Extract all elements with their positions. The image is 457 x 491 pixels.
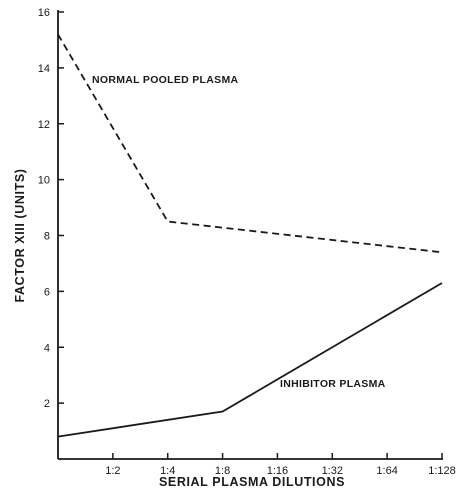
x-ticks: 1:2 1:4 1:8 1:16 1:32 1:64 1:128	[105, 453, 456, 477]
x-tick-label: 1:2	[105, 465, 120, 477]
x-tick-label: 1:16	[267, 465, 288, 477]
y-tick-label: 8	[44, 231, 50, 243]
series-line-2	[57, 282, 443, 438]
x-tick-label: 1:64	[376, 465, 397, 477]
axes	[57, 10, 443, 460]
y-tick-label: 12	[38, 119, 50, 131]
series-layer: NORMAL POOLED PLASMA INHIBITOR PLASMA	[57, 33, 443, 438]
x-tick-label: 1:128	[428, 465, 456, 477]
x-tick-label: 1:32	[322, 465, 343, 477]
y-tick-label: 4	[44, 342, 50, 354]
y-axis-label: FACTOR XIII (UNITS)	[13, 168, 27, 302]
series-label-1: NORMAL POOLED PLASMA	[92, 74, 239, 86]
x-tick-label: 1:4	[160, 465, 175, 477]
y-tick-label: 14	[38, 63, 50, 75]
x-tick-label: 1:8	[215, 465, 230, 477]
series-label-2: INHIBITOR PLASMA	[280, 378, 386, 390]
y-ticks: 2 4 6 8 10 12 14 16	[38, 7, 64, 410]
x-axis-label: SERIAL PLASMA DILUTIONS	[159, 475, 345, 489]
y-tick-label: 6	[44, 286, 50, 298]
y-tick-label: 16	[38, 7, 50, 19]
series-line-1	[57, 33, 443, 254]
y-tick-label: 10	[38, 175, 50, 187]
y-tick-label: 2	[44, 398, 50, 410]
